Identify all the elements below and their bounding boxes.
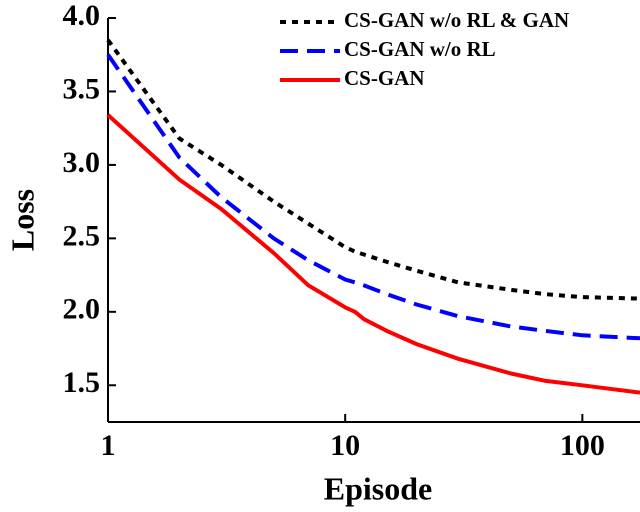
legend-text: CS-GAN w/o RL (344, 37, 496, 61)
x-axis-label: Episode (324, 470, 432, 506)
y-tick-label: 2.5 (63, 219, 101, 252)
y-axis-label: Loss (4, 189, 40, 251)
series-line (106, 53, 640, 341)
y-tick-label: 3.5 (63, 72, 101, 105)
series-line (106, 113, 640, 395)
legend-text: CS-GAN (344, 66, 425, 90)
legend-text: CS-GAN w/o RL & GAN (344, 8, 569, 32)
y-tick-label: 2.0 (63, 293, 101, 326)
y-tick-label: 3.0 (63, 146, 101, 179)
x-tick-label: 1 (101, 429, 116, 462)
x-tick-label: 100 (560, 429, 605, 462)
y-tick-label: 4.0 (63, 0, 101, 32)
x-tick-label: 10 (330, 429, 360, 462)
series-line (106, 38, 640, 301)
y-tick-label: 1.5 (63, 366, 101, 399)
